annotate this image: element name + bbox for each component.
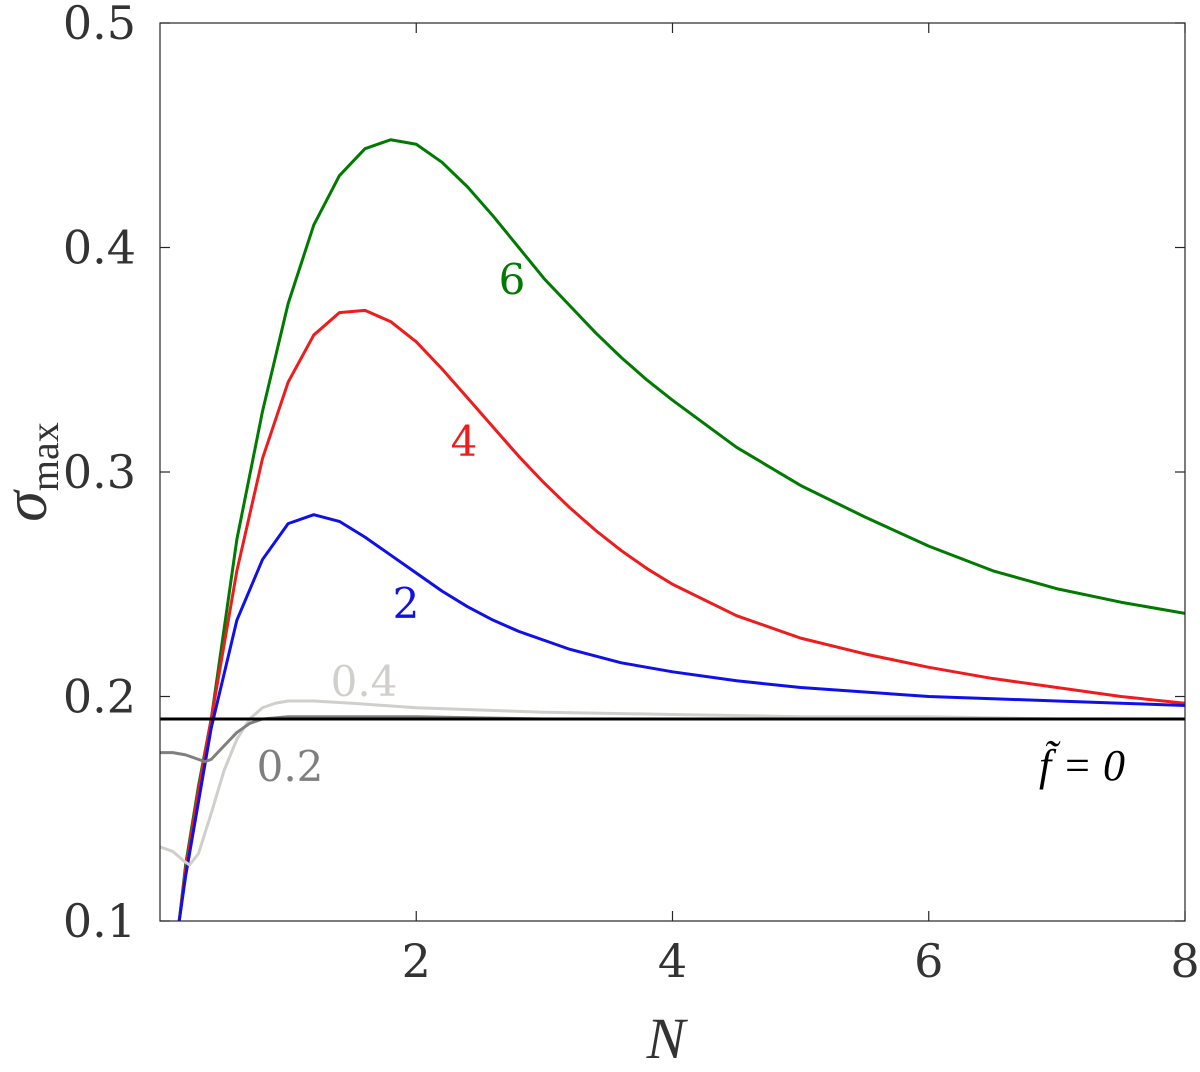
y-tick-label: 0.5 xyxy=(63,0,136,50)
y-axis-label-subscript: max xyxy=(22,422,67,491)
y-tick-label: 0.1 xyxy=(63,894,136,948)
series-label-2: 2 xyxy=(393,579,420,628)
series-line-1 xyxy=(177,308,1185,921)
tick-group: 2 4 6 8 0.1 0.2 0.3 0.4 0.5 xyxy=(63,0,1200,988)
series-label-0-4: 0.4 xyxy=(331,657,398,706)
y-tick-label: 0.2 xyxy=(63,670,136,724)
plot-area xyxy=(160,23,1185,921)
x-tick-label: 6 xyxy=(914,934,943,988)
series-line-3 xyxy=(160,699,1185,867)
x-tick-label: 2 xyxy=(402,934,431,988)
x-axis-label: N xyxy=(646,1006,689,1071)
x-tick-label: 4 xyxy=(658,934,687,988)
series-line-0 xyxy=(177,138,1185,921)
series-line-2 xyxy=(177,513,1185,921)
y-tick-label: 0.3 xyxy=(63,445,136,499)
x-tick-label: 8 xyxy=(1170,934,1199,988)
svg-text:σmax: σmax xyxy=(0,422,67,521)
y-axis-label-main: σ xyxy=(0,489,60,522)
series-label-6: 6 xyxy=(499,255,526,304)
series-label-0-2: 0.2 xyxy=(257,742,324,791)
series-label-4: 4 xyxy=(451,417,478,466)
y-axis-label: σmax xyxy=(0,422,67,521)
series-group xyxy=(160,138,1185,921)
series-label-f-zero: f̃ = 0 xyxy=(1039,741,1125,790)
y-tick-label: 0.4 xyxy=(63,221,136,275)
